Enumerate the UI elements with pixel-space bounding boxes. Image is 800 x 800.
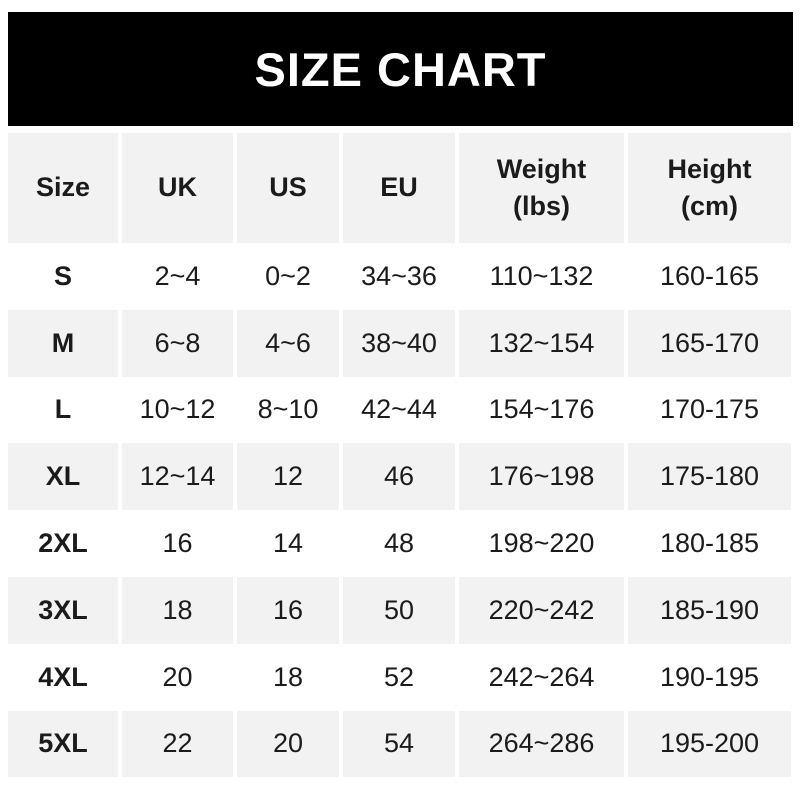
column-header-weight: Weight (lbs)	[459, 133, 624, 243]
table-cell: 14	[237, 510, 339, 577]
table-cell: 6~8	[122, 309, 233, 377]
table-cell: 0~2	[237, 243, 339, 310]
row-label-S: S	[8, 243, 118, 310]
table-cell: 220~242	[459, 576, 624, 644]
table-cell: 176~198	[459, 443, 624, 511]
size-table: Size UK US EU Weight (lbs) Height (cm) S 2~4 0~2 34…	[8, 133, 793, 778]
table-cell: 12	[237, 443, 339, 511]
row-label-2XL: 2XL	[8, 510, 118, 577]
table-cell: 20	[122, 643, 233, 711]
table-cell: 22	[122, 710, 233, 778]
table-cell: 175-180	[628, 443, 791, 511]
table-cell: 242~264	[459, 643, 624, 711]
column-header-label: UK	[158, 172, 197, 203]
table-cell: 10~12	[122, 376, 233, 444]
column-header-label: US	[269, 172, 307, 203]
table-cell: 16	[122, 510, 233, 577]
column-header-label: Size	[35, 172, 91, 203]
table-cell: 16	[237, 576, 339, 644]
table-cell: 42~44	[343, 376, 455, 444]
table-cell: 190-195	[628, 643, 791, 711]
column-header-label: Height (cm)	[667, 153, 752, 221]
table-cell: 195-200	[628, 710, 791, 778]
table-cell: 132~154	[459, 309, 624, 377]
table-cell: 34~36	[343, 243, 455, 310]
column-header-height: Height (cm)	[628, 133, 791, 243]
row-label-L: L	[8, 376, 118, 444]
table-cell: 50	[343, 576, 455, 644]
table-cell: 198~220	[459, 510, 624, 577]
table-cell: 8~10	[237, 376, 339, 444]
row-label-XL: XL	[8, 443, 118, 511]
table-cell: 180-185	[628, 510, 791, 577]
table-cell: 38~40	[343, 309, 455, 377]
table-cell: 264~286	[459, 710, 624, 778]
column-header-us: US	[237, 133, 339, 243]
table-cell: 52	[343, 643, 455, 711]
row-label-4XL: 4XL	[8, 643, 118, 711]
column-header-eu: EU	[343, 133, 455, 243]
table-cell: 18	[237, 643, 339, 711]
table-cell: 54	[343, 710, 455, 778]
table-cell: 170-175	[628, 376, 791, 444]
table-cell: 185-190	[628, 576, 791, 644]
column-header-uk: UK	[122, 133, 233, 243]
table-cell: 46	[343, 443, 455, 511]
table-cell: 2~4	[122, 243, 233, 310]
column-header-label: EU	[380, 172, 418, 203]
page-title: SIZE CHART	[254, 42, 547, 96]
table-cell: 12~14	[122, 443, 233, 511]
table-cell: 110~132	[459, 243, 624, 310]
table-cell: 160-165	[628, 243, 791, 310]
table-cell: 165-170	[628, 309, 791, 377]
table-cell: 154~176	[459, 376, 624, 444]
column-header-size: Size	[8, 133, 118, 243]
table-cell: 20	[237, 710, 339, 778]
row-label-3XL: 3XL	[8, 576, 118, 644]
row-label-M: M	[8, 309, 118, 377]
table-cell: 48	[343, 510, 455, 577]
column-header-label: Weight (lbs)	[496, 153, 587, 221]
banner: SIZE CHART	[8, 12, 793, 126]
row-label-5XL: 5XL	[8, 710, 118, 778]
table-cell: 4~6	[237, 309, 339, 377]
table-cell: 18	[122, 576, 233, 644]
